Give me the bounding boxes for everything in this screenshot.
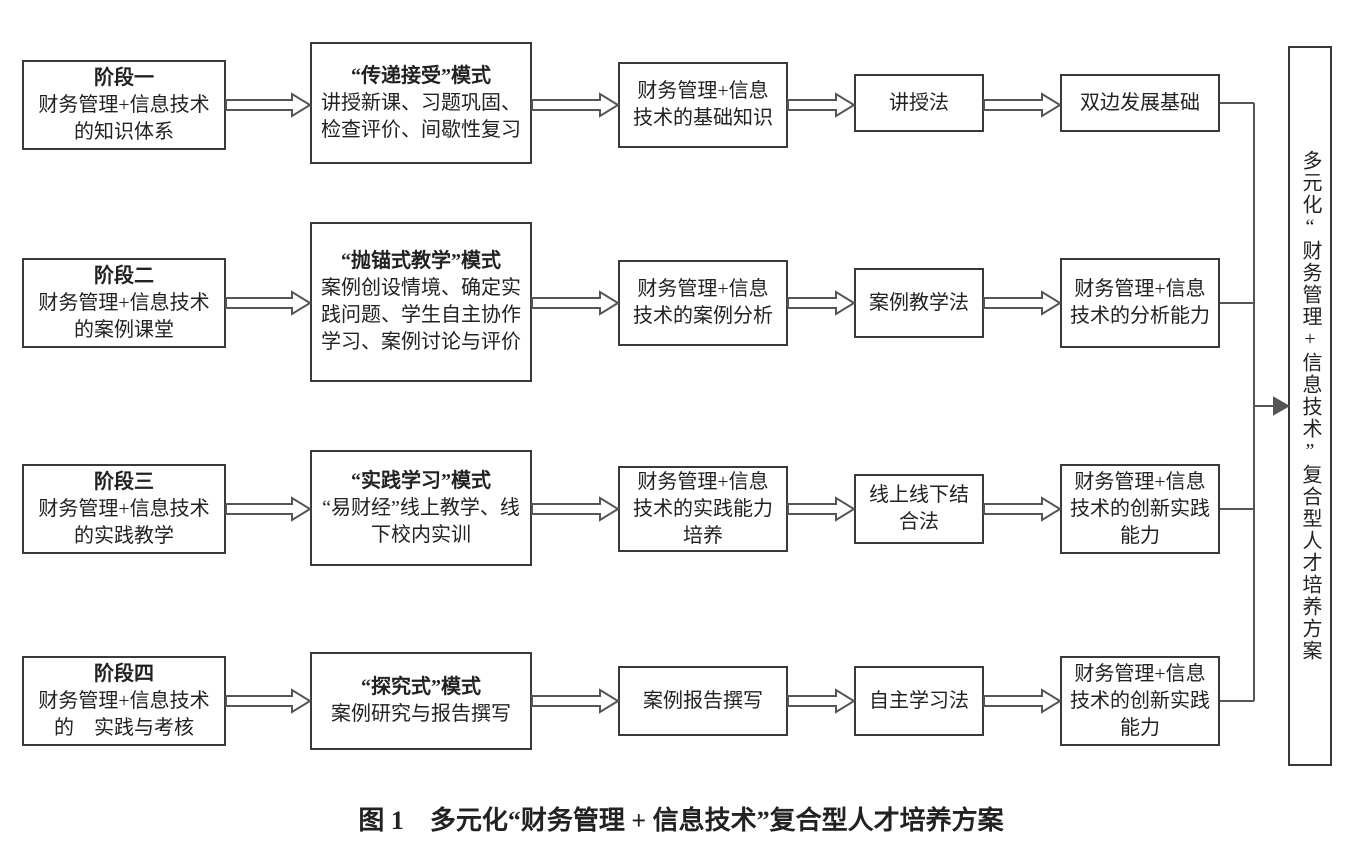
mode-3-box: “实践学习”模式 “易财经”线上教学、线下校内实训: [310, 450, 532, 566]
skill-3-text: 财务管理+信息技术的创新实践能力: [1070, 469, 1210, 550]
mode-3-title: “实践学习”模式: [351, 468, 491, 495]
output-text: 多元化“财务管理+信息技术”复合型人才培养方案: [1296, 150, 1324, 662]
topic-3-box: 财务管理+信息技术的实践能力培养: [618, 466, 788, 552]
figure-caption: 图 1 多元化“财务管理 + 信息技术”复合型人才培养方案: [0, 800, 1362, 837]
stage-4-desc: 财务管理+信息技术的 实践与考核: [32, 688, 216, 742]
method-3-box: 线上线下结合法: [854, 474, 984, 544]
skill-4-text: 财务管理+信息技术的创新实践能力: [1070, 661, 1210, 742]
skill-2-text: 财务管理+信息技术的分析能力: [1070, 276, 1210, 330]
stage-3-title: 阶段三: [94, 469, 154, 496]
method-2-box: 案例教学法: [854, 268, 984, 338]
stage-2-title: 阶段二: [94, 263, 154, 290]
method-4-text: 自主学习法: [869, 688, 969, 715]
stage-3-desc: 财务管理+信息技术的实践教学: [32, 496, 216, 550]
method-1-text: 讲授法: [889, 90, 949, 117]
topic-4-box: 案例报告撰写: [618, 666, 788, 736]
method-4-box: 自主学习法: [854, 666, 984, 736]
stage-3-box: 阶段三 财务管理+信息技术的实践教学: [22, 464, 226, 554]
skill-1-box: 双边发展基础: [1060, 74, 1220, 132]
method-1-box: 讲授法: [854, 74, 984, 132]
stage-1-box: 阶段一 财务管理+信息技术的知识体系: [22, 60, 226, 150]
topic-1-box: 财务管理+信息技术的基础知识: [618, 62, 788, 148]
mode-2-desc: 案例创设情境、确定实践问题、学生自主协作学习、案例讨论与评价: [320, 275, 522, 356]
stage-4-box: 阶段四 财务管理+信息技术的 实践与考核: [22, 656, 226, 746]
mode-3-desc: “易财经”线上教学、线下校内实训: [320, 495, 522, 549]
output-box: 多元化“财务管理+信息技术”复合型人才培养方案: [1288, 46, 1332, 766]
stage-1-title: 阶段一: [94, 65, 154, 92]
mode-1-desc: 讲授新课、习题巩固、检查评价、间歇性复习: [320, 90, 522, 144]
stage-2-desc: 财务管理+信息技术的案例课堂: [32, 290, 216, 344]
topic-4-text: 案例报告撰写: [643, 688, 763, 715]
method-3-text: 线上线下结合法: [864, 482, 974, 536]
flowchart-diagram: 阶段一 财务管理+信息技术的知识体系 “传递接受”模式 讲授新课、习题巩固、检查…: [0, 0, 1362, 847]
stage-2-box: 阶段二 财务管理+信息技术的案例课堂: [22, 258, 226, 348]
topic-3-text: 财务管理+信息技术的实践能力培养: [628, 469, 778, 550]
skill-2-box: 财务管理+信息技术的分析能力: [1060, 258, 1220, 348]
mode-1-box: “传递接受”模式 讲授新课、习题巩固、检查评价、间歇性复习: [310, 42, 532, 164]
skill-1-text: 双边发展基础: [1080, 90, 1200, 117]
skill-3-box: 财务管理+信息技术的创新实践能力: [1060, 464, 1220, 554]
mode-4-title: “探究式”模式: [361, 674, 481, 701]
method-2-text: 案例教学法: [869, 290, 969, 317]
mode-4-desc: 案例研究与报告撰写: [331, 701, 511, 728]
topic-2-box: 财务管理+信息技术的案例分析: [618, 260, 788, 346]
stage-4-title: 阶段四: [94, 661, 154, 688]
mode-2-title: “抛锚式教学”模式: [341, 248, 501, 275]
mode-4-box: “探究式”模式 案例研究与报告撰写: [310, 652, 532, 750]
topic-2-text: 财务管理+信息技术的案例分析: [628, 276, 778, 330]
topic-1-text: 财务管理+信息技术的基础知识: [628, 78, 778, 132]
mode-1-title: “传递接受”模式: [351, 63, 491, 90]
mode-2-box: “抛锚式教学”模式 案例创设情境、确定实践问题、学生自主协作学习、案例讨论与评价: [310, 222, 532, 382]
skill-4-box: 财务管理+信息技术的创新实践能力: [1060, 656, 1220, 746]
stage-1-desc: 财务管理+信息技术的知识体系: [32, 92, 216, 146]
